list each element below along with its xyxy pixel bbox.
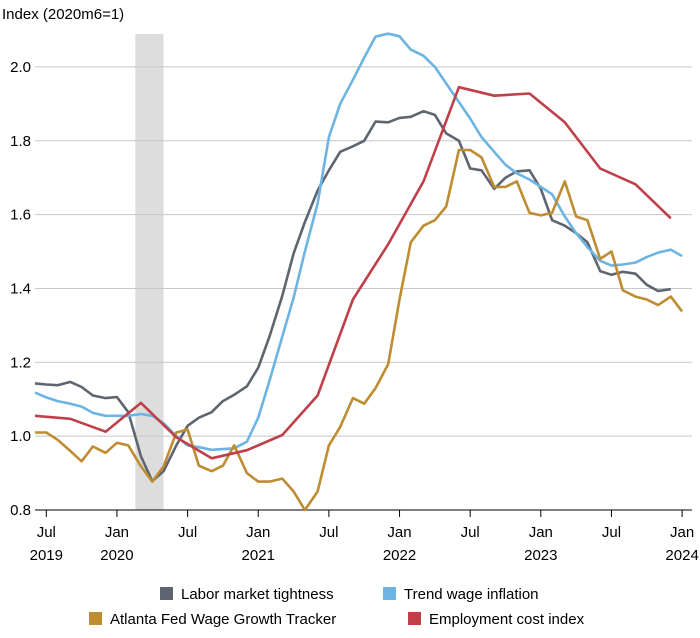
x-tick-label-year: 2023 [524, 547, 557, 564]
x-tick-label-month: Jan [529, 524, 553, 541]
recession-band [135, 34, 164, 510]
x-tick-label-month: Jul [602, 524, 621, 541]
series-line-2 [35, 148, 684, 512]
x-tick-label-year: 2020 [100, 547, 133, 564]
x-tick-label-month: Jan [387, 524, 411, 541]
series-line-1 [34, 32, 683, 452]
legend-label: Trend wage inflation [404, 586, 539, 603]
y-tick-label: 1.4 [10, 280, 31, 297]
legend-label: Labor market tightness [181, 586, 334, 603]
y-tick-label: 1.0 [10, 428, 31, 445]
y-tick-label: 1.8 [10, 133, 31, 150]
x-tick-label-month: Jul [178, 524, 197, 541]
legend-swatch [160, 587, 173, 600]
y-tick-label: 1.6 [10, 207, 31, 224]
y-tick-label: 2.0 [10, 59, 31, 76]
series-lines [34, 32, 684, 512]
y-tick-label: 1.2 [10, 354, 31, 371]
gridlines [35, 66, 692, 511]
legend-swatch [89, 612, 102, 625]
legend-label: Atlanta Fed Wage Growth Tracker [110, 611, 336, 628]
x-tick-label-month: Jan [246, 524, 270, 541]
legend: Labor market tightness Trend wage inflati… [89, 586, 585, 628]
x-tick-label-month: Jul [319, 524, 338, 541]
y-tick-label: 0.8 [10, 502, 31, 519]
y-axis-label: Index (2020m6=1) [2, 6, 124, 23]
x-tick-label-month: Jan [670, 524, 694, 541]
series-line-0 [34, 109, 671, 483]
x-tick-label-year: 2024 [665, 547, 698, 564]
x-tick-label-month: Jan [105, 524, 129, 541]
series-line-3 [34, 85, 672, 460]
x-tick-label-year: 2022 [383, 547, 416, 564]
x-tick-label-month: Jul [461, 524, 480, 541]
y-axis: 0.8 1.0 1.2 1.4 1.6 1.8 2.0 [10, 59, 31, 519]
x-tick-label-year: 2021 [242, 547, 275, 564]
legend-swatch [383, 587, 396, 600]
legend-swatch [408, 612, 421, 625]
x-axis: Jul 2019 Jan 2020 Jul Jan 2021 Jul Jan 2022 Jul Jan… [30, 509, 699, 564]
legend-label: Employment cost index [429, 611, 585, 628]
x-tick-label-month: Jul [37, 524, 56, 541]
x-tick-label-year: 2019 [30, 547, 63, 564]
